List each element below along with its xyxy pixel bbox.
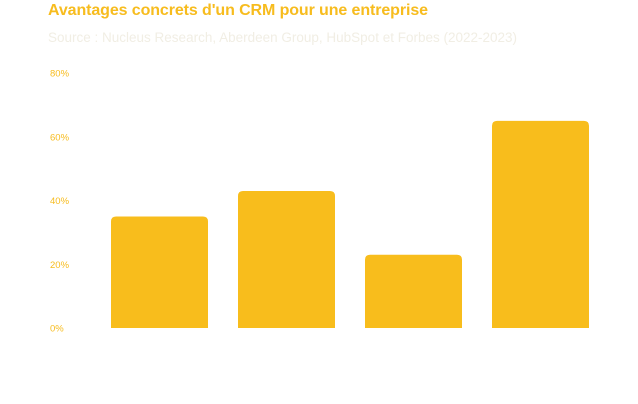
bars [111,120,589,328]
chart-title: Avantages concrets d'un CRM pour une ent… [48,2,428,19]
y-tick-label: 40% [50,196,70,207]
bar-4 [492,120,589,328]
y-tick-label: 0% [50,324,64,335]
bar-2 [238,190,335,328]
y-axis: 0% 20% 40% 60% 80% [50,69,70,335]
chart-subtitle: Source : Nucleus Research, Aberdeen Grou… [48,30,518,45]
y-tick-label: 80% [50,69,70,80]
y-tick-label: 60% [50,132,70,143]
bar-3 [365,254,462,328]
bar-1 [111,216,208,328]
y-tick-label: 20% [50,260,70,271]
